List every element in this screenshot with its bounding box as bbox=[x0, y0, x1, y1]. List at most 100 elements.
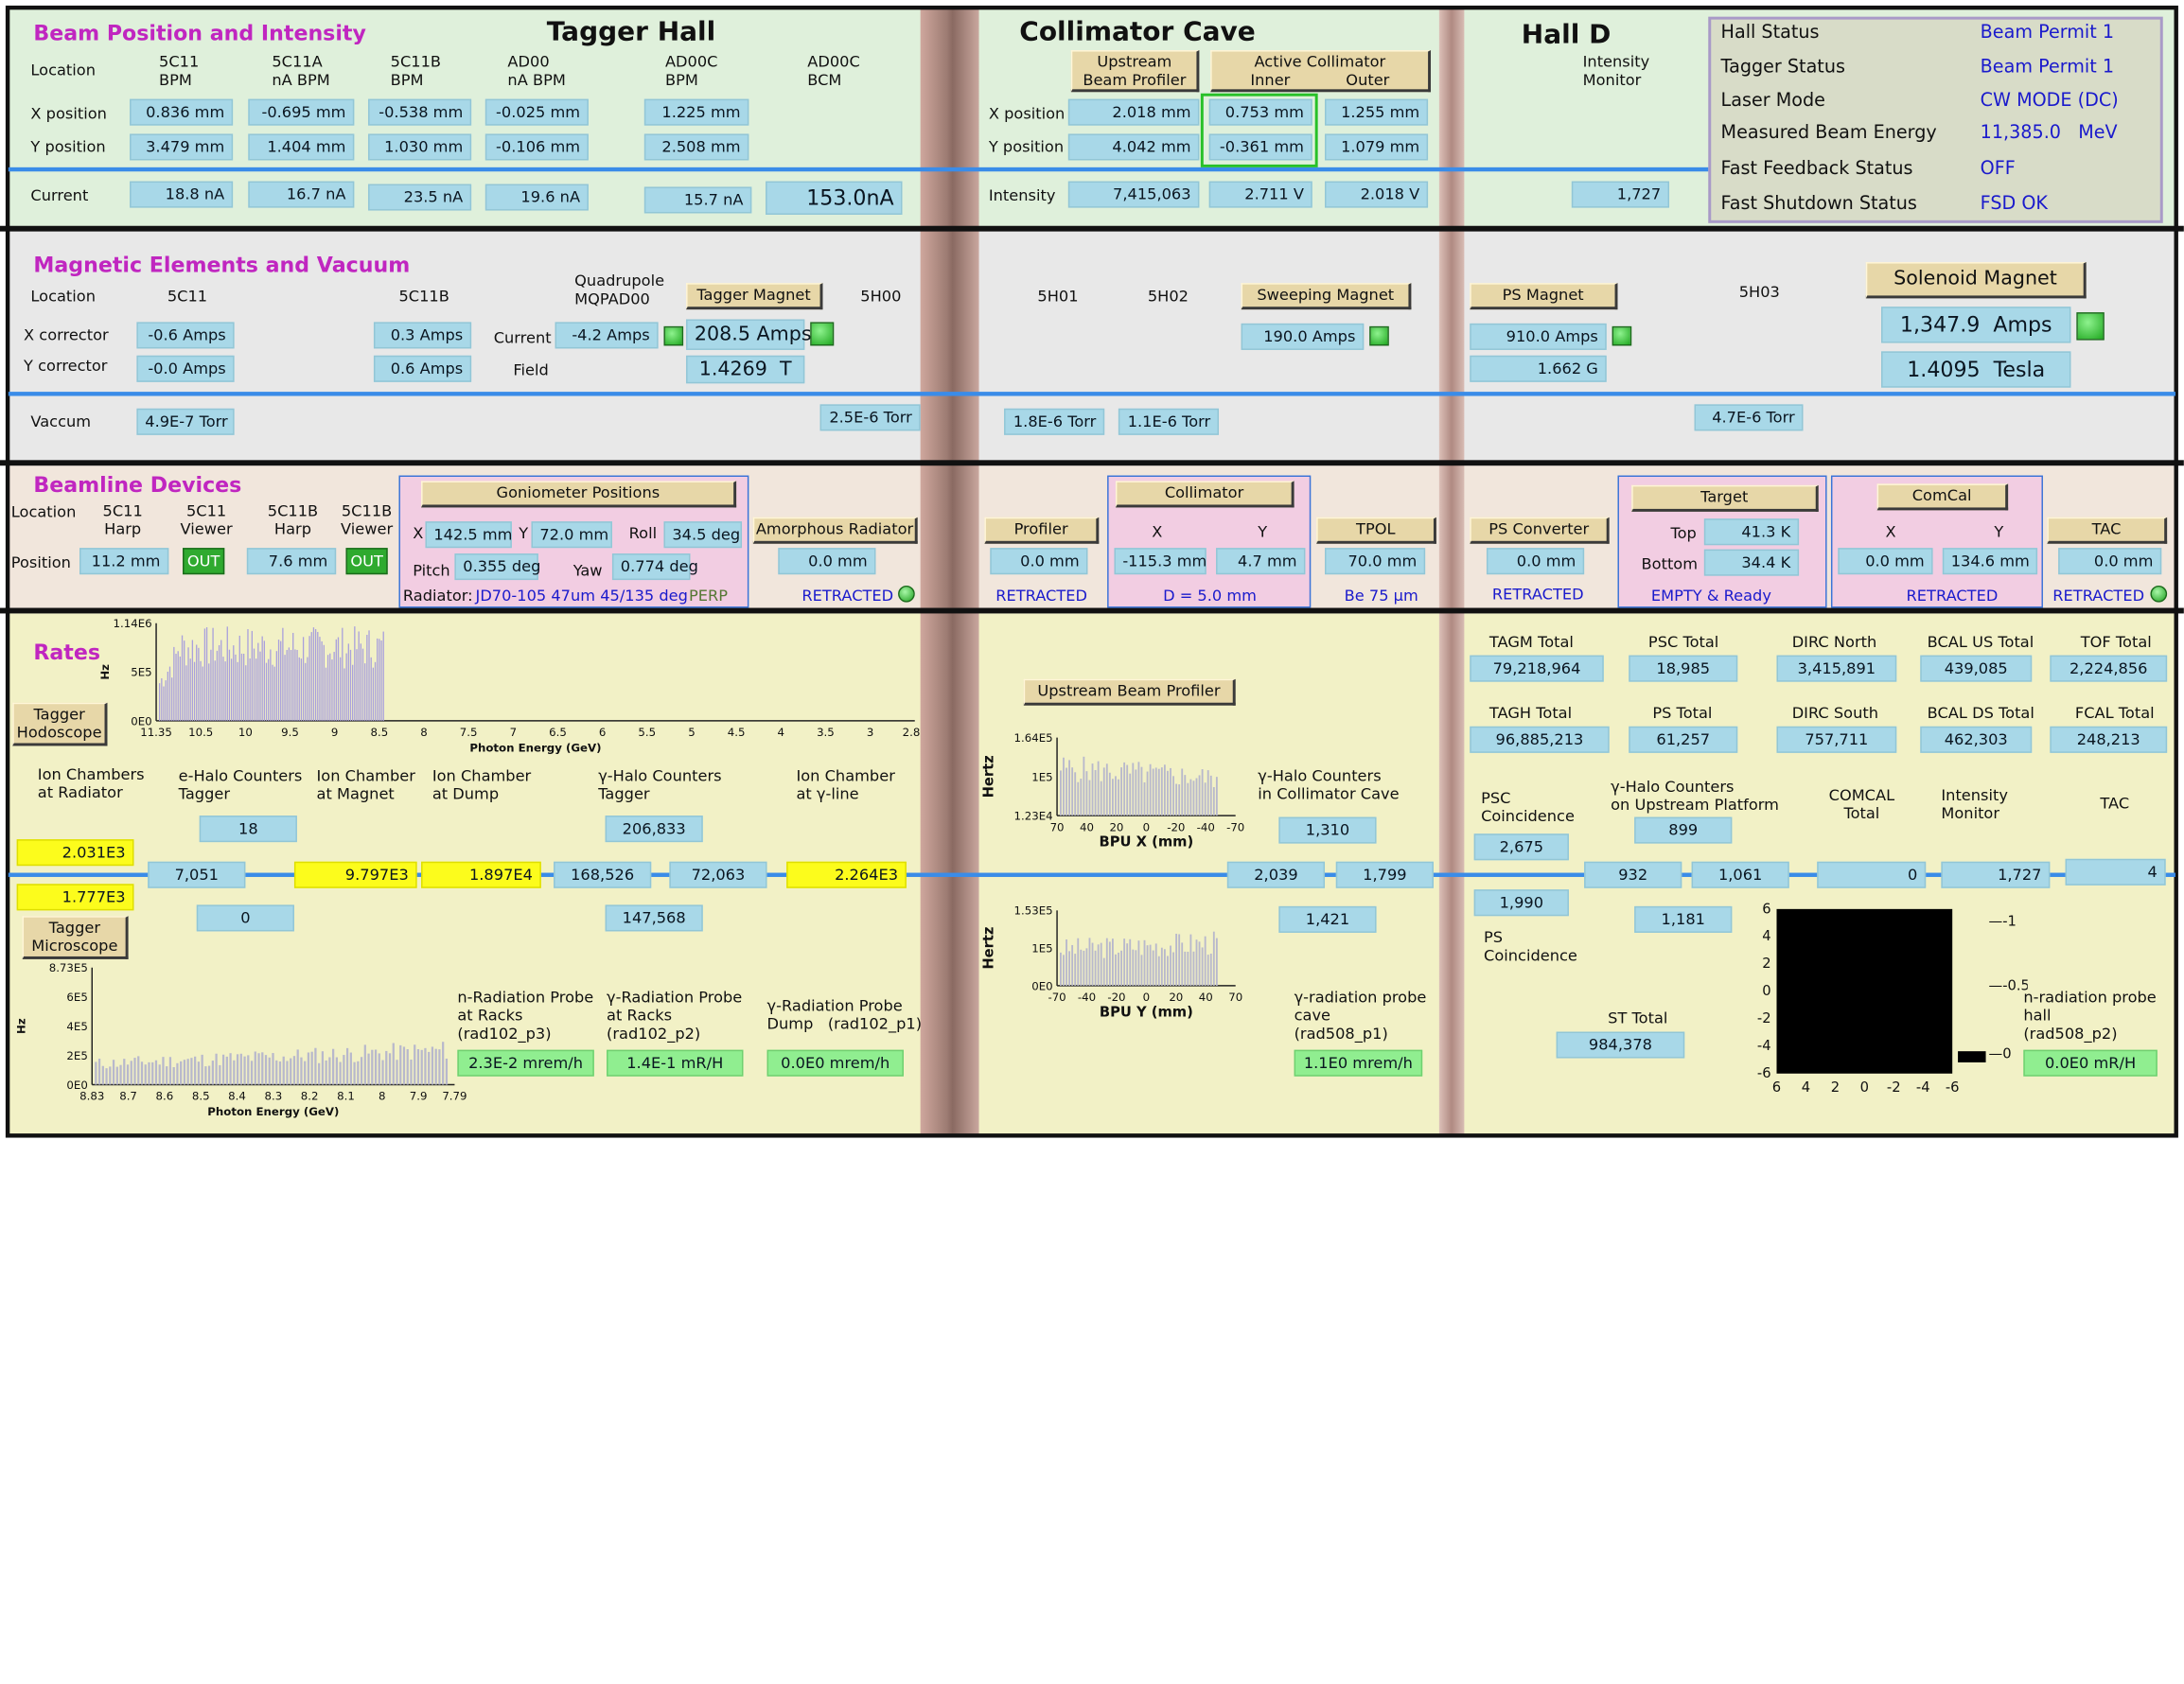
label-current: Current bbox=[30, 186, 89, 205]
histogram-bar bbox=[193, 661, 196, 721]
tagger-hodoscope-button[interactable]: Tagger Hodoscope bbox=[12, 702, 108, 746]
histogram-bar bbox=[211, 1061, 214, 1085]
ion-chamber-gamma-line-header: Ion Chamber at γ-line bbox=[796, 766, 895, 803]
histogram-bar bbox=[257, 642, 259, 721]
target-bottom-temp: 34.4 K bbox=[1703, 549, 1800, 576]
upstream-beam-profiler-button[interactable]: Upstream Beam Profiler bbox=[1070, 50, 1200, 93]
y-ad00c: 2.508 mm bbox=[643, 133, 749, 161]
histogram-bar bbox=[1187, 951, 1189, 986]
histogram-bar bbox=[377, 638, 379, 721]
ps-coincidence-header: PS Coincidence bbox=[1484, 928, 1577, 965]
target-button[interactable]: Target bbox=[1631, 484, 1819, 512]
x-tick-label: 7.5 bbox=[460, 726, 478, 739]
histogram-bar bbox=[176, 1062, 179, 1085]
histogram-bar bbox=[1118, 952, 1119, 986]
y-tick-label: 4E5 bbox=[66, 1020, 87, 1033]
histogram-bar bbox=[259, 651, 261, 721]
histogram-bar bbox=[1157, 956, 1160, 986]
y-axis-label: Hz bbox=[15, 1018, 28, 1034]
histogram-bar bbox=[97, 1059, 101, 1085]
histogram-bar bbox=[392, 1043, 395, 1085]
histogram-bar bbox=[264, 1055, 268, 1085]
ps-magnet-button[interactable]: PS Magnet bbox=[1470, 283, 1618, 310]
tagger-magnet-button[interactable]: Tagger Magnet bbox=[686, 283, 823, 310]
histogram-bar bbox=[218, 644, 220, 721]
x-tick-label: 6.5 bbox=[549, 726, 567, 739]
comcal-status: RETRACTED bbox=[1906, 587, 1999, 605]
histogram-bar bbox=[208, 663, 210, 721]
comcal-y-position: 134.6 mm bbox=[1942, 548, 2038, 575]
y-5c11b: 1.030 mm bbox=[368, 133, 472, 161]
y-axis-label: Hertz bbox=[981, 927, 996, 970]
histogram-bar bbox=[347, 643, 349, 721]
histogram-bar bbox=[1129, 773, 1132, 816]
goniometer-positions-button[interactable]: Goniometer Positions bbox=[421, 481, 737, 508]
histogram-bar bbox=[177, 651, 179, 721]
gamma-halo-tagger-left: 168,526 bbox=[554, 861, 652, 888]
upstream-beam-profiler-rates-button[interactable]: Upstream Beam Profiler bbox=[1023, 678, 1236, 706]
sweeping-magnet-button[interactable]: Sweeping Magnet bbox=[1241, 283, 1412, 310]
histogram-bar bbox=[245, 665, 247, 721]
histogram-bar bbox=[335, 1057, 338, 1085]
tpol-button[interactable]: TPOL bbox=[1316, 517, 1436, 544]
histogram-bar bbox=[345, 653, 347, 721]
histogram-bar bbox=[374, 661, 377, 721]
x-tick-label: 8.1 bbox=[337, 1090, 355, 1103]
histogram-bar bbox=[1152, 768, 1154, 816]
histogram-bar bbox=[317, 631, 319, 721]
histogram-bar bbox=[1060, 952, 1062, 986]
histogram-bar bbox=[1120, 767, 1122, 816]
profiler-button[interactable]: Profiler bbox=[984, 517, 1100, 544]
histogram-bar bbox=[1143, 939, 1146, 986]
solenoid-magnet-button[interactable]: Solenoid Magnet bbox=[1865, 262, 2087, 299]
viewer-5c11-out-button[interactable]: OUT bbox=[183, 548, 225, 575]
x-tick-label: 9.5 bbox=[281, 726, 299, 739]
ps-converter-button[interactable]: PS Converter bbox=[1470, 517, 1610, 544]
histogram-bar bbox=[1215, 938, 1218, 986]
histogram-bar bbox=[1163, 949, 1166, 986]
collimator-y-position: 4.7 mm bbox=[1216, 548, 1306, 575]
histogram-bar bbox=[123, 1059, 126, 1085]
intensity-monitor-rates-header: Intensity Monitor bbox=[1941, 786, 2008, 823]
histogram-bar bbox=[1140, 955, 1143, 986]
viewer-5c11b-out-button[interactable]: OUT bbox=[345, 548, 388, 575]
tagger-microscope-button[interactable]: Tagger Microscope bbox=[22, 916, 129, 959]
histogram-bar bbox=[200, 660, 202, 721]
amorphous-radiator-button[interactable]: Amorphous Radiator bbox=[752, 517, 918, 544]
active-collimator-button[interactable]: Active Collimator Inner Outer bbox=[1210, 50, 1432, 93]
collimator-button[interactable]: Collimator bbox=[1115, 481, 1295, 508]
gamma-radiation-probe-racks-header: γ-Radiation Probe at Racks (rad102_p2) bbox=[607, 988, 743, 1044]
x-tick-label: 8.3 bbox=[264, 1090, 282, 1103]
x-axis-label: Photon Energy (GeV) bbox=[469, 741, 601, 754]
title-tagger-hall: Tagger Hall bbox=[546, 16, 716, 48]
histogram-bar bbox=[277, 640, 280, 721]
fcal-total-label: FCAL Total bbox=[2074, 704, 2155, 723]
viewer-5c11-header: 5C11 Viewer bbox=[180, 501, 233, 538]
label-x-corrector: X corrector bbox=[24, 325, 109, 345]
tac-button[interactable]: TAC bbox=[2047, 517, 2168, 544]
gon-roll-value: 34.5 deg bbox=[663, 521, 743, 549]
e-halo-counters-header: e-Halo Counters Tagger bbox=[178, 766, 303, 803]
histogram-bar bbox=[298, 657, 300, 721]
histogram-bar bbox=[378, 1053, 380, 1085]
histogram-bar bbox=[189, 658, 191, 721]
bcal-ds-total-value: 462,303 bbox=[1920, 726, 2033, 753]
histogram-bar bbox=[272, 664, 273, 721]
histogram-bar bbox=[161, 677, 163, 721]
histogram-bar bbox=[273, 666, 275, 721]
comcal-total-header: COMCAL Total bbox=[1828, 786, 1895, 823]
tac-status: RETRACTED bbox=[2052, 587, 2145, 605]
histogram-bar bbox=[416, 1049, 420, 1085]
x-axis-label: BPU X (mm) bbox=[1100, 834, 1194, 851]
comcal-button[interactable]: ComCal bbox=[1876, 483, 2009, 511]
histogram-bar bbox=[1178, 784, 1181, 816]
histogram-bar bbox=[323, 644, 325, 721]
gon-yaw-value: 0.774 deg bbox=[611, 553, 698, 581]
label-y-position: Y position bbox=[30, 137, 106, 157]
histogram-bar bbox=[233, 645, 235, 721]
ps-magnet-field: 1.662 G bbox=[1470, 355, 1607, 382]
mag-header-5c11: 5C11 bbox=[167, 287, 208, 306]
histogram-bar bbox=[288, 647, 291, 721]
histogram-bar bbox=[314, 628, 317, 721]
